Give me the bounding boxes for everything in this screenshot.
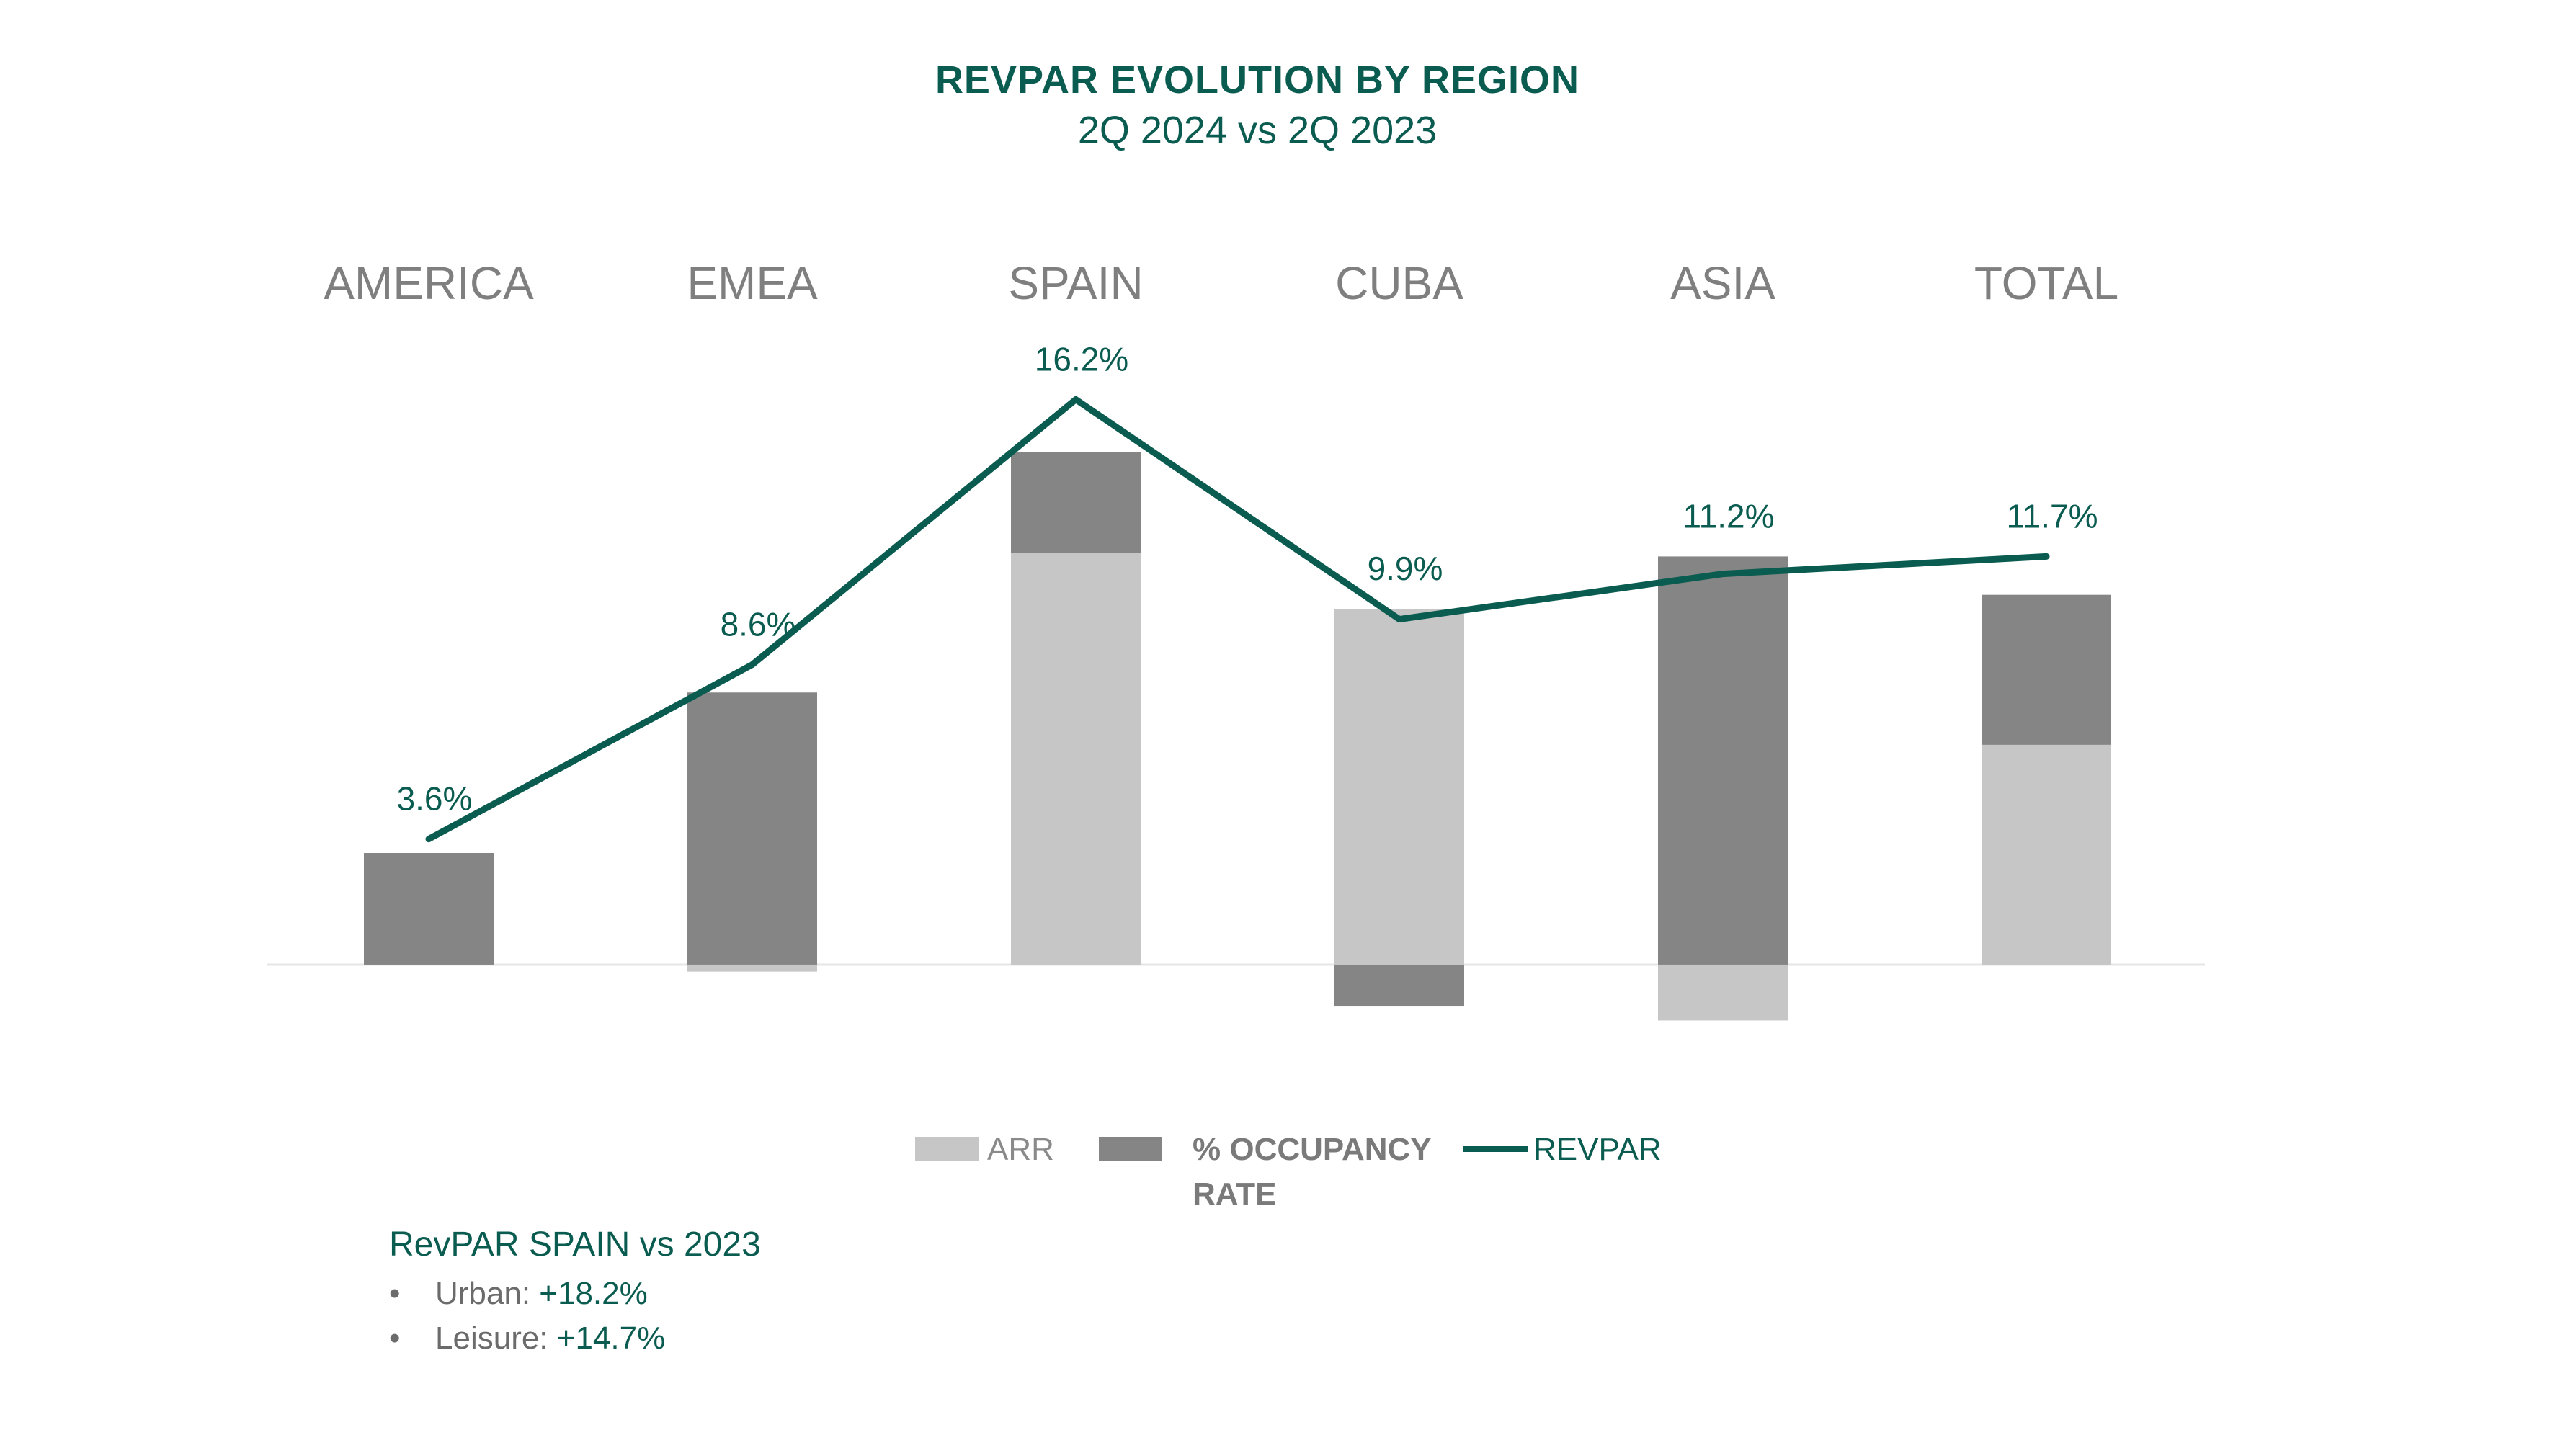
category-label-emea: EMEA [687, 257, 818, 309]
bar-arr-total [1982, 744, 2111, 965]
note-item-urban: • Urban: +18.2% [389, 1272, 761, 1316]
bullet-icon: • [389, 1320, 401, 1356]
chart-subtitle: 2Q 2024 vs 2Q 2023 [1077, 109, 1438, 152]
note-item-value: +18.2% [539, 1276, 648, 1311]
revpar-line [425, 396, 2050, 843]
legend-revpar-label: REVPAR [1533, 1132, 1662, 1167]
note-item-label: Urban: [435, 1276, 540, 1311]
note-item-value: +14.7% [556, 1320, 666, 1356]
data-label-cuba: 9.9% [1368, 550, 1443, 587]
category-label-total: TOTAL [1974, 257, 2118, 309]
note-item-leisure: • Leisure: +14.7% [389, 1316, 761, 1361]
note-title: RevPAR SPAIN vs 2023 [389, 1225, 761, 1264]
legend-arr-label: ARR [987, 1132, 1054, 1167]
bar-occupancy-spain [1011, 452, 1141, 553]
data-label-america: 3.6% [397, 780, 473, 818]
data-label-total: 11.7% [2006, 497, 2098, 535]
category-labels: AMERICA EMEA SPAIN CUBA ASIA TOTAL [324, 257, 2118, 309]
bar-occupancy-emea [687, 692, 817, 965]
category-label-asia: ASIA [1670, 257, 1775, 309]
bar-arr-emea [687, 964, 817, 972]
data-labels: 3.6% 8.6% 16.2% 9.9% 11.2% 11.7% [397, 341, 2098, 818]
legend-occupancy-swatch [1099, 1137, 1162, 1161]
category-label-cuba: CUBA [1335, 257, 1463, 309]
bullet-icon: • [389, 1276, 401, 1311]
bars-group [364, 452, 2111, 1021]
data-label-spain: 16.2% [1035, 341, 1128, 378]
data-label-asia: 11.2% [1683, 497, 1774, 535]
bar-arr-spain [1011, 553, 1141, 965]
legend: ARR % OCCUPANCY RATE REVPAR [915, 1132, 1662, 1212]
note-item-label: Leisure: [435, 1320, 557, 1356]
legend-arr-swatch [915, 1137, 979, 1161]
bar-occupancy-total [1982, 594, 2111, 745]
spain-revpar-note: RevPAR SPAIN vs 2023 • Urban: +18.2% • Lei… [389, 1225, 761, 1361]
bar-arr-asia [1658, 964, 1788, 1021]
bar-occupancy-asia [1658, 556, 1788, 965]
bar-occupancy-cuba [1334, 964, 1464, 1007]
chart-title: REVPAR EVOLUTION BY REGION [935, 58, 1580, 102]
category-label-spain: SPAIN [1008, 257, 1143, 309]
legend-occupancy-label: % OCCUPANCY [1193, 1132, 1432, 1167]
category-label-america: AMERICA [324, 257, 534, 309]
legend-occupancy-label-line2: RATE [1193, 1176, 1277, 1212]
data-label-emea: 8.6% [721, 606, 796, 643]
bar-occupancy-america [364, 853, 494, 965]
bar-arr-cuba [1334, 609, 1464, 965]
